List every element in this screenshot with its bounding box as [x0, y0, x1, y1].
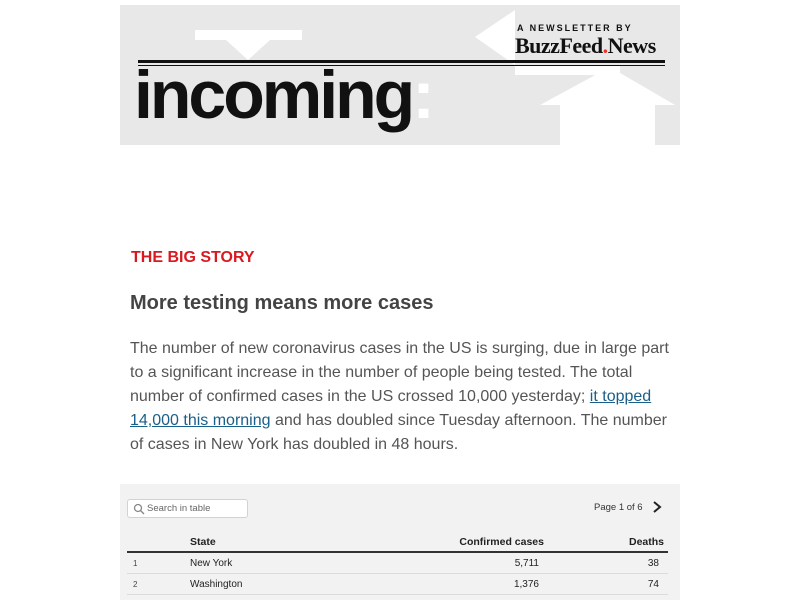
search-placeholder: Search in table	[147, 503, 211, 514]
column-header-state[interactable]: State	[190, 536, 216, 548]
header-rule-thick	[138, 60, 665, 63]
incoming-wordmark: incoming:	[134, 61, 435, 129]
table-row: 2 Washington 1,376 74	[127, 574, 668, 595]
data-table-widget: Search in table Page 1 of 6 State Confir…	[120, 484, 680, 600]
brand-main: BuzzFeed	[515, 33, 603, 58]
row-cases: 5,711	[514, 558, 539, 569]
row-index: 1	[133, 559, 138, 568]
section-kicker: THE BIG STORY	[131, 249, 255, 266]
chevron-right-icon[interactable]	[650, 499, 664, 515]
table-search-input[interactable]: Search in table	[127, 499, 248, 518]
buzzfeed-news-logo[interactable]: BuzzFeed.News	[515, 33, 656, 59]
table-header-rule	[127, 551, 668, 553]
wordmark-text: incoming	[134, 57, 415, 133]
page-indicator: Page 1 of 6	[594, 502, 643, 513]
row-deaths: 74	[647, 579, 659, 590]
row-index: 2	[133, 580, 138, 589]
newsletter-by-label: A NEWSLETTER BY	[517, 23, 633, 33]
body-text-part2: and has doubled since Tuesday afternoon.…	[130, 412, 667, 453]
brand-news: News	[607, 33, 657, 58]
column-header-cases[interactable]: Confirmed cases	[459, 536, 544, 548]
search-icon	[133, 503, 145, 515]
row-cases: 1,376	[513, 579, 539, 590]
row-deaths: 38	[647, 558, 659, 569]
table-row: 1 New York 5,711 38	[127, 553, 668, 574]
newsletter-banner: A NEWSLETTER BY BuzzFeed.News incoming:	[120, 5, 680, 145]
arrows-graphic	[195, 10, 675, 145]
row-state: Washington	[190, 579, 243, 590]
column-header-deaths[interactable]: Deaths	[628, 536, 664, 548]
row-state: New York	[190, 558, 233, 569]
story-link[interactable]: it topped 14,000 this morning	[130, 388, 652, 429]
brand-dot: .	[602, 33, 609, 58]
wordmark-colon: :	[412, 57, 435, 133]
body-text-part1: The number of new coronavirus cases in t…	[130, 340, 669, 405]
header-rule-thin	[138, 65, 665, 66]
story-headline: More testing means more cases	[130, 292, 434, 314]
story-body: The number of new coronavirus cases in t…	[130, 337, 675, 457]
